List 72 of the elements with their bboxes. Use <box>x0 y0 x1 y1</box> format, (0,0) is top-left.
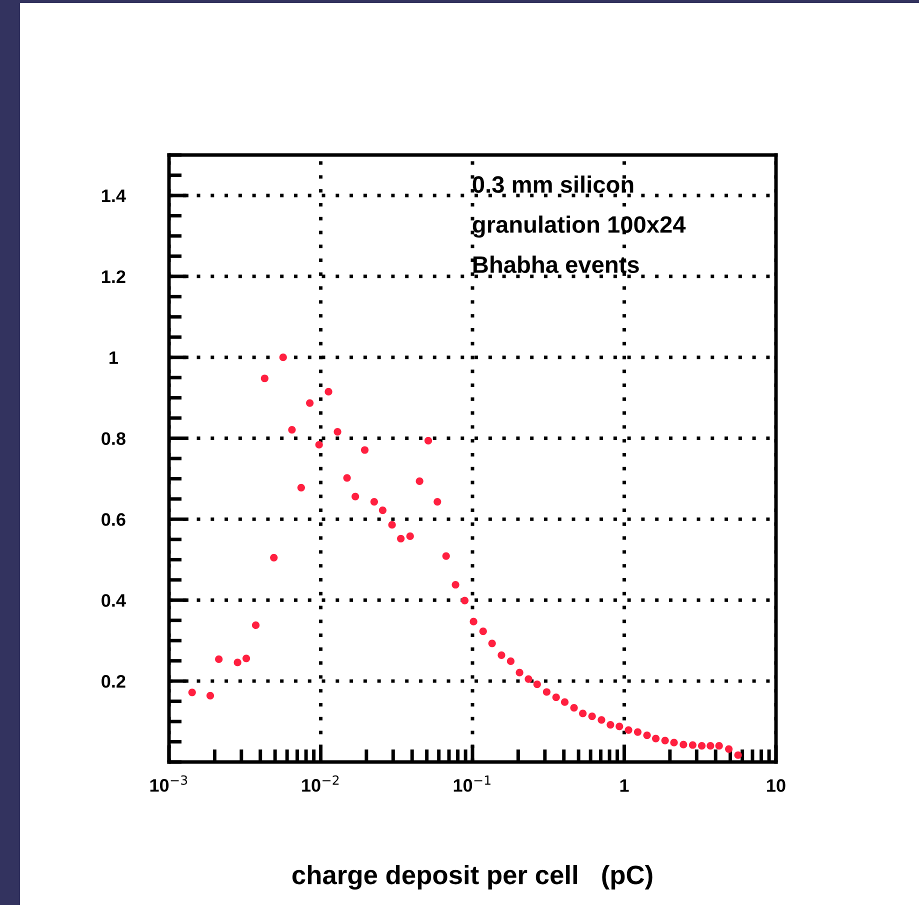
x-tick-label: 10$^{−3}$ <box>150 775 188 792</box>
point <box>260 374 268 382</box>
point <box>643 731 651 740</box>
point <box>424 436 432 444</box>
point <box>388 521 396 529</box>
point <box>598 716 606 724</box>
point <box>606 720 614 729</box>
y-tick-label: 1 <box>110 351 118 364</box>
point <box>324 388 332 396</box>
point <box>343 474 351 482</box>
point <box>378 506 387 514</box>
point <box>579 710 587 718</box>
y-tick-label: 0.2 <box>102 675 126 688</box>
point <box>460 596 469 604</box>
point <box>670 738 678 746</box>
point <box>270 554 278 562</box>
point <box>616 722 624 730</box>
point <box>406 532 414 540</box>
point <box>252 621 260 630</box>
point <box>725 745 733 753</box>
point <box>661 736 669 744</box>
annotation: 0.3 mm silicon <box>472 176 634 193</box>
point <box>634 728 642 736</box>
y-tick-label: 1.4 <box>102 190 126 202</box>
annotation: Bhabha events <box>473 256 639 274</box>
y-tick-label: 0.6 <box>102 513 126 526</box>
point <box>434 498 442 506</box>
point <box>624 726 632 734</box>
x-tick-label: 1 <box>620 779 629 792</box>
point <box>370 498 378 506</box>
point <box>560 698 569 706</box>
point <box>352 492 360 500</box>
point <box>315 440 323 449</box>
point <box>552 693 560 702</box>
point <box>470 618 478 626</box>
y-tick-label: 1.2 <box>102 270 126 283</box>
y-tick-label: 0.4 <box>102 594 126 607</box>
point <box>479 627 487 636</box>
point <box>698 742 706 750</box>
point <box>297 484 305 492</box>
point <box>360 446 369 454</box>
point <box>734 751 742 759</box>
point <box>397 534 405 542</box>
point <box>506 657 515 666</box>
x-axis-title: charge deposit per cell (pC) <box>292 864 652 890</box>
point <box>452 580 460 589</box>
point <box>442 552 450 560</box>
point <box>334 428 342 436</box>
point <box>715 742 723 750</box>
point <box>288 426 296 434</box>
point <box>279 354 287 362</box>
point <box>234 658 242 666</box>
point <box>524 675 532 683</box>
point <box>680 740 688 748</box>
point <box>516 668 524 676</box>
point <box>706 742 714 750</box>
point <box>588 712 596 720</box>
point <box>416 477 424 485</box>
annotation: granulation 100x24 <box>472 216 686 238</box>
point <box>542 688 551 696</box>
point <box>533 680 541 688</box>
point <box>242 654 250 662</box>
x-tick-label: 10$^{−2}$ <box>302 775 339 792</box>
x-tick-label: 10 <box>767 779 786 792</box>
point <box>570 704 578 712</box>
point <box>652 734 660 742</box>
x-tick-label: 10$^{−1}$ <box>454 776 490 792</box>
y-tick-label: 0.8 <box>102 432 126 445</box>
point <box>306 399 314 407</box>
point <box>488 640 496 648</box>
point <box>498 651 506 659</box>
point <box>688 741 696 749</box>
